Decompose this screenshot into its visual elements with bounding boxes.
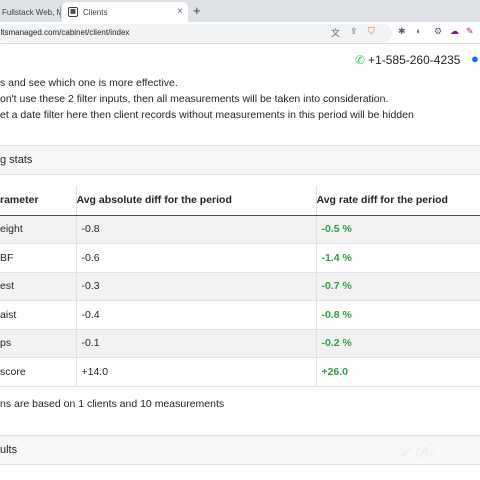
abs-diff-cell: +14.0 <box>75 357 316 387</box>
browser-toolbar: ultsmanaged.com/cabinet/client/index <box>0 22 480 44</box>
settings-gear-icon[interactable]: ⚙ <box>434 26 443 36</box>
table-row: BF -0.6 -1.4 % <box>0 243 480 273</box>
rate-diff-cell: -0.8 % <box>315 300 480 330</box>
rate-diff-cell: -0.7 % <box>315 272 480 301</box>
rate-diff-cell: -0.5 % <box>315 215 480 244</box>
translate-icon[interactable]: 文 <box>331 28 341 38</box>
abs-diff-cell: -0.1 <box>75 329 316 358</box>
browser-tab-fullstack[interactable]: Fullstack Web, Mob <box>0 2 60 22</box>
info-line: et a date filter here then client record… <box>0 109 414 121</box>
new-tab-button[interactable]: + <box>193 3 201 18</box>
table-row: eight -0.8 -0.5 % <box>0 215 480 244</box>
results-card-header: ults <box>0 435 480 465</box>
rate-diff-cell: -1.4 % <box>315 243 480 273</box>
address-text: ultsmanaged.com/cabinet/client/index <box>0 28 130 37</box>
stats-card-title: g stats <box>0 154 33 166</box>
share-icon[interactable]: ⇪ <box>350 26 358 36</box>
header-rate-diff: Avg rate diff for the period <box>315 186 480 216</box>
tab-separator <box>60 6 61 18</box>
extension-star-icon[interactable]: ✱ <box>398 26 406 36</box>
table-row: ps -0.1 -0.2 % <box>0 329 480 358</box>
stats-card-header: g stats <box>0 145 480 175</box>
rate-diff-cell: -0.2 % <box>315 329 480 358</box>
abs-diff-cell: -0.3 <box>75 272 316 301</box>
stats-summary: ns are based on 1 clients and 10 measure… <box>0 398 225 410</box>
table-row: score +14.0 +26.0 <box>0 357 480 387</box>
user-icon[interactable]: ● <box>471 51 479 66</box>
phone-number: +1-585-260-4235 <box>368 53 461 67</box>
tab-label: Fullstack Web, Mob <box>2 7 60 17</box>
header-abs-diff: Avg absolute diff for the period <box>75 186 316 216</box>
table-row: est -0.3 -0.7 % <box>0 272 480 301</box>
info-line: on't use these 2 filter inputs, then all… <box>0 93 389 105</box>
browser-tab-clients[interactable]: ▦ Clients × <box>62 2 188 22</box>
extension-pen-icon[interactable]: ✎ <box>466 26 474 36</box>
param-cell: eight <box>0 215 76 244</box>
table-header-row: rameter Avg absolute diff for the period… <box>0 186 480 216</box>
tab-close-icon[interactable]: × <box>177 6 183 17</box>
info-line: s and see which one is more effective. <box>0 77 178 89</box>
param-cell: BF <box>0 243 76 273</box>
watermark-logo: ✓Ⓐ <box>398 442 434 462</box>
brave-shield-icon[interactable]: ⛉ <box>368 26 375 36</box>
results-card-title: ults <box>0 444 18 456</box>
param-cell: est <box>0 272 76 301</box>
header-parameter: rameter <box>0 186 76 216</box>
browser-tab-bar: Fullstack Web, Mob ▦ Clients × + <box>0 0 480 22</box>
param-cell: ps <box>0 329 76 358</box>
abs-diff-cell: -0.6 <box>75 243 316 273</box>
phone-link[interactable]: ✆ +1-585-260-4235 <box>355 53 460 67</box>
abs-diff-cell: -0.8 <box>75 215 316 244</box>
address-bar[interactable]: ultsmanaged.com/cabinet/client/index <box>0 24 392 42</box>
clients-favicon-icon: ▦ <box>68 7 78 17</box>
param-cell: score <box>0 357 76 387</box>
stats-table: rameter Avg absolute diff for the period… <box>0 186 480 387</box>
abs-diff-cell: -0.4 <box>75 300 316 330</box>
table-row: aist -0.4 -0.8 % <box>0 300 480 330</box>
whatsapp-icon: ✆ <box>355 53 366 67</box>
extension-icon[interactable]: ◐ <box>416 26 422 36</box>
param-cell: aist <box>0 300 76 330</box>
rate-diff-cell: +26.0 <box>315 357 480 387</box>
tab-label: Clients <box>83 7 108 17</box>
extension-cloud-icon[interactable]: ☁ <box>450 26 459 36</box>
